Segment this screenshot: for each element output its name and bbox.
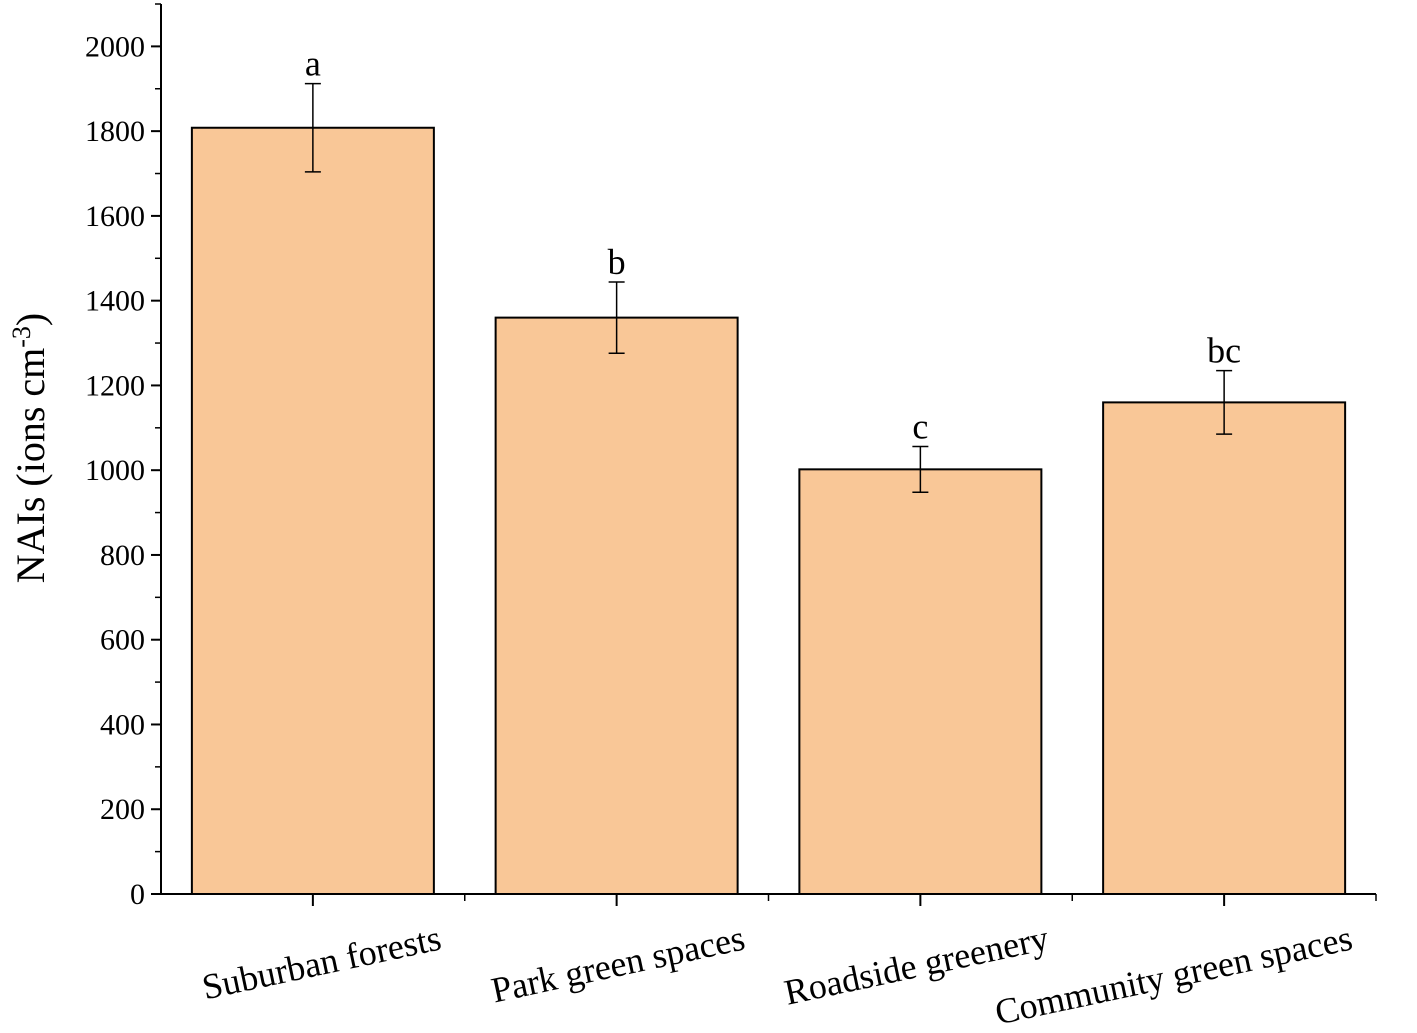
y-axis-title-main: NAIs (ions cm [8,348,53,584]
y-tick-label: 1800 [85,115,145,148]
bar [494,316,739,896]
y-tick-label: 200 [100,793,145,826]
y-tick-label: 600 [100,624,145,657]
bar [798,468,1043,895]
y-tick-label: 1400 [85,285,145,318]
bar [1102,401,1347,895]
y-tick-label: 1000 [85,454,145,487]
significance-label: a [305,44,321,84]
y-tick-label: 800 [100,539,145,572]
significance-label: bc [1207,331,1241,371]
y-axis-title-superscript: -3 [7,326,36,348]
x-tick-label: Park green spaces [488,918,749,1011]
significance-label: b [608,242,626,282]
y-axis-title-suffix: ) [8,313,53,326]
y-tick-label: 1600 [85,200,145,233]
y-axis-title: NAIs (ions cm-3) [7,313,53,584]
bar [190,126,435,895]
y-tick-label: 2000 [85,30,145,63]
y-tick-label: 400 [100,708,145,741]
bars [190,82,1347,896]
y-tick-label: 1200 [85,369,145,402]
y-tick-label: 0 [130,878,145,911]
axes: 0 200 400 600 800 1000 1200 1400 1600 1800 2000 [85,3,1377,911]
x-tick-label: Suburban forests [199,918,445,1008]
significance-label: c [912,406,928,446]
